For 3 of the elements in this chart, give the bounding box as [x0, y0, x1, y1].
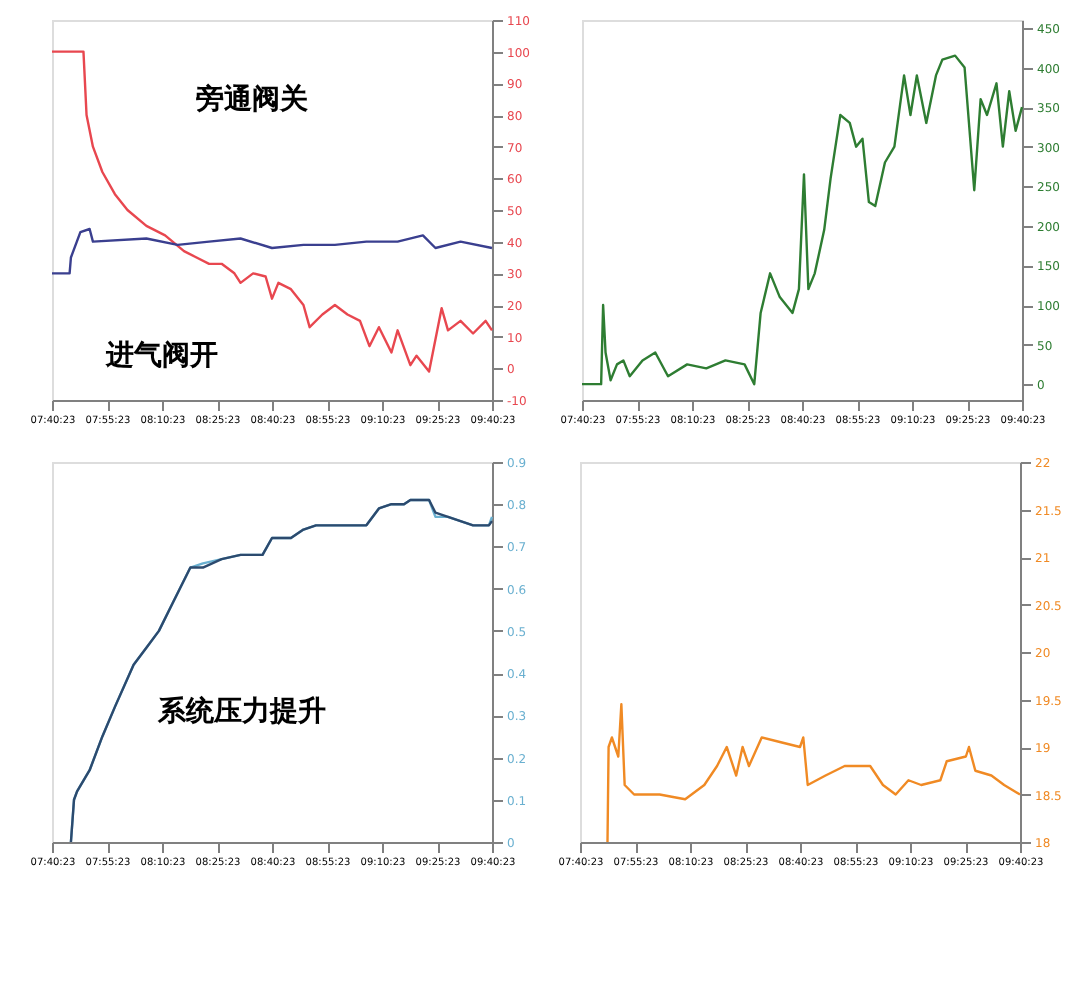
annotation: 系统压力提升 — [156, 694, 326, 728]
annotation: 旁通阀关 — [196, 82, 308, 116]
annotation: 进气阀开 — [104, 340, 218, 372]
